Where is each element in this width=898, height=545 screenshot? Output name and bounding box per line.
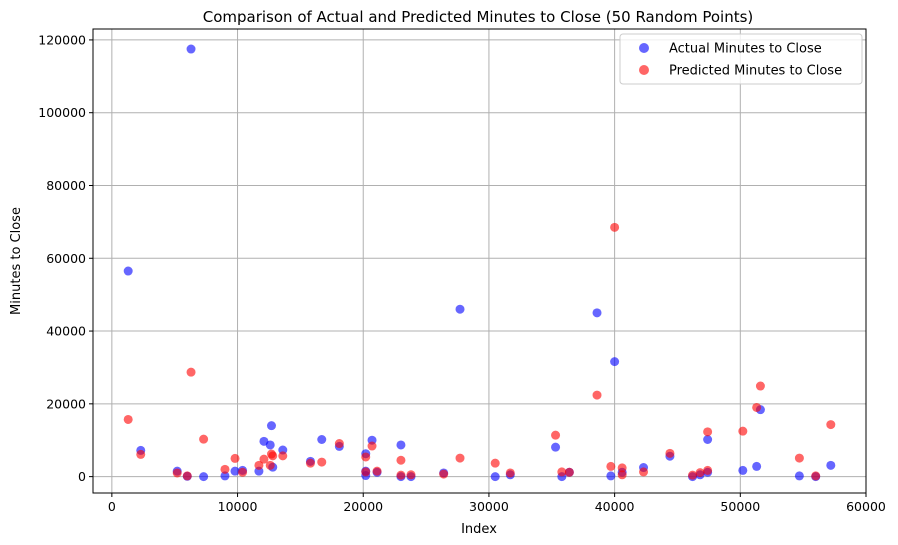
y-axis-ticks: 0 20000 40000 60000 80000 100000 120000 [38,32,93,484]
x-tick-label: 0 [108,499,116,514]
actual-point [230,466,240,476]
predicted-point [230,453,240,463]
legend-marker-predicted [639,65,649,75]
predicted-point [317,457,327,467]
legend-label-predicted: Predicted Minutes to Close [669,64,842,79]
actual-point [610,357,620,367]
x-axis-title: Index [461,522,497,537]
actual-point [199,472,209,482]
predicted-point [564,467,574,477]
legend-label-actual: Actual Minutes to Close [669,42,822,57]
predicted-point [688,470,698,480]
predicted-point [186,367,196,377]
actual-point [606,471,616,481]
actual-point [123,266,133,276]
predicted-point [372,466,382,476]
actual-point [396,440,406,450]
y-axis-title: Minutes to Close [9,207,24,315]
predicted-point [703,465,713,475]
y-tick-label: 20000 [46,396,86,411]
predicted-point [617,463,627,473]
plot-area-frame [92,28,867,494]
actual-point [794,471,804,481]
predicted-point [695,468,705,478]
predicted-point [268,451,278,461]
x-axis-ticks: 0 10000 20000 30000 40000 50000 60000 [108,493,886,514]
predicted-point [367,441,377,451]
actual-point [738,465,748,475]
chart-title: Comparison of Actual and Predicted Minut… [203,8,754,26]
actual-point [703,435,713,445]
predicted-point [617,470,627,480]
predicted-point [439,469,449,479]
x-tick-label: 30000 [469,499,509,514]
x-tick-label: 50000 [720,499,760,514]
actual-point [266,421,276,431]
predicted-point [396,455,406,465]
data-points [123,44,836,482]
predicted-point [278,451,288,461]
predicted-point [220,464,230,474]
actual-point [265,440,275,450]
predicted-point [592,390,602,400]
predicted-point [334,439,344,449]
predicted-point [199,434,209,444]
legend-box [619,33,863,85]
predicted-point [361,467,371,477]
actual-point [592,308,602,318]
actual-point [455,304,465,314]
predicted-point [182,471,192,481]
actual-point [186,44,196,54]
predicted-point [455,453,465,463]
x-tick-label: 60000 [846,499,886,514]
predicted-point [752,402,762,412]
actual-point [551,442,561,452]
y-tick-label: 0 [78,469,86,484]
legend: Actual Minutes to Close Predicted Minute… [619,33,863,85]
x-tick-label: 10000 [218,499,258,514]
predicted-point [755,381,765,391]
actual-point [317,435,327,445]
predicted-point [826,420,836,430]
predicted-point [361,452,371,462]
predicted-point [505,468,515,478]
y-tick-label: 100000 [38,105,86,120]
predicted-point [551,430,561,440]
legend-marker-actual [639,43,649,53]
predicted-point [136,449,146,459]
actual-point [490,472,500,482]
predicted-point [794,453,804,463]
predicted-point [610,222,620,232]
grid-lines [93,29,867,493]
predicted-point [123,414,133,424]
predicted-point [738,426,748,436]
predicted-point [639,467,649,477]
x-tick-label: 20000 [343,499,383,514]
y-tick-label: 120000 [38,32,86,47]
predicted-point [238,467,248,477]
actual-point [220,471,230,481]
predicted-point [305,458,315,468]
predicted-point [811,471,821,481]
predicted-point [406,470,416,480]
predicted-point [557,467,567,477]
y-tick-label: 40000 [46,324,86,339]
x-tick-label: 40000 [595,499,635,514]
predicted-point [665,448,675,458]
y-tick-label: 60000 [46,251,86,266]
actual-point [752,461,762,471]
predicted-point [172,468,182,478]
predicted-point [396,470,406,480]
predicted-point [490,458,500,468]
predicted-point [265,460,275,470]
predicted-point [703,427,713,437]
predicted-point [606,461,616,471]
actual-point [826,460,836,470]
y-tick-label: 80000 [46,178,86,193]
predicted-point [259,454,269,464]
predicted-point [254,460,264,470]
